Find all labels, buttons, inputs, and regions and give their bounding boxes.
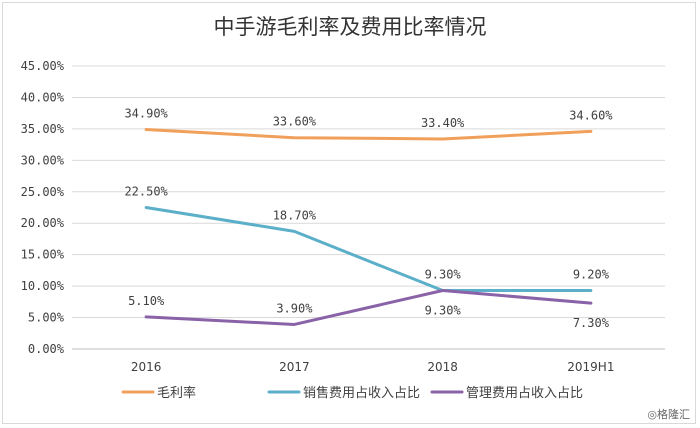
data-label: 34.60% bbox=[569, 108, 613, 122]
chart-frame bbox=[2, 2, 696, 424]
data-label: 3.90% bbox=[276, 301, 313, 315]
y-tick-label: 40.00% bbox=[21, 90, 65, 104]
data-label: 7.30% bbox=[573, 316, 610, 330]
x-tick-label: 2019H1 bbox=[567, 360, 614, 374]
series-line-3 bbox=[144, 289, 593, 326]
data-labels: 34.90% 33.60% 33.40% 34.60% 22.50% 18.70% 9.30… bbox=[124, 107, 613, 331]
legend-label: 毛利率 bbox=[157, 385, 196, 401]
data-label: 34.90% bbox=[124, 107, 168, 121]
x-tick-label: 2018 bbox=[427, 360, 458, 374]
y-tick-label: 45.00% bbox=[21, 59, 65, 73]
legend: 毛利率 销售费用占收入占比 管理费用占收入占比 bbox=[121, 385, 583, 401]
y-tick-label: 5.00% bbox=[28, 311, 65, 325]
y-tick-label: 15.00% bbox=[21, 248, 65, 262]
series-lines bbox=[144, 128, 593, 326]
x-tick-label: 2016 bbox=[131, 360, 162, 374]
y-tick-label: 20.00% bbox=[21, 216, 65, 230]
watermark: ◎格隆汇 bbox=[647, 407, 690, 421]
legend-label: 销售费用占收入占比 bbox=[303, 385, 420, 401]
data-label: 9.20% bbox=[573, 268, 610, 282]
y-tick-label: 10.00% bbox=[21, 279, 65, 293]
data-label: 22.50% bbox=[124, 185, 168, 199]
data-label: 18.70% bbox=[273, 208, 317, 222]
y-tick-label: 0.00% bbox=[28, 342, 65, 356]
series-line-1 bbox=[144, 128, 593, 141]
x-tick-label: 2017 bbox=[279, 360, 310, 374]
series-line-2 bbox=[144, 206, 593, 293]
x-axis-ticks: 2016 2017 2018 2019H1 bbox=[131, 360, 615, 374]
y-axis-ticks: 0.00% 5.00% 10.00% 15.00% 20.00% 25.00% 30.00%… bbox=[21, 59, 65, 356]
y-tick-label: 35.00% bbox=[21, 122, 65, 136]
chart-title: 中手游毛利率及费用比率情况 bbox=[214, 15, 487, 39]
y-tick-label: 25.00% bbox=[21, 185, 65, 199]
data-label: 9.30% bbox=[425, 304, 462, 318]
data-label: 33.60% bbox=[273, 115, 317, 129]
data-label: 33.40% bbox=[421, 116, 465, 130]
gridlines bbox=[72, 65, 665, 350]
data-label: 5.10% bbox=[128, 294, 165, 308]
y-tick-label: 30.00% bbox=[21, 153, 65, 167]
data-label: 9.30% bbox=[425, 268, 462, 282]
legend-label: 管理费用占收入占比 bbox=[466, 386, 583, 401]
